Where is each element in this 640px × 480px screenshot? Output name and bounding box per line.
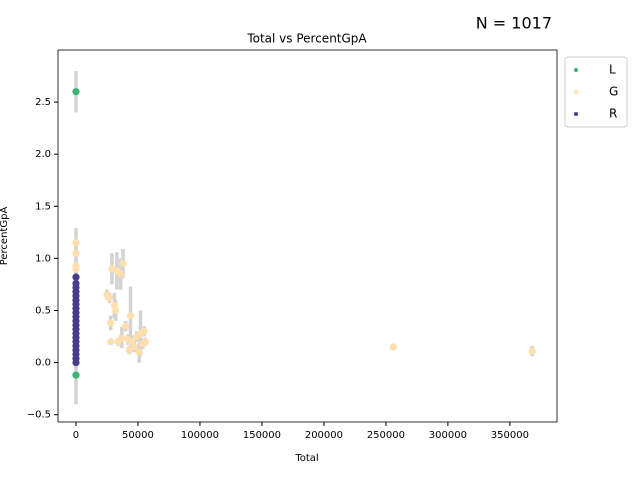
point xyxy=(72,249,80,257)
legend-label: R xyxy=(609,107,617,121)
point xyxy=(107,338,115,346)
legend-label: G xyxy=(609,85,618,99)
point xyxy=(121,322,130,330)
point xyxy=(141,338,150,346)
point xyxy=(119,260,127,268)
y-tick-label: 2.5 xyxy=(35,97,51,108)
point xyxy=(117,270,125,278)
point xyxy=(105,294,114,302)
legend-label: L xyxy=(609,63,616,77)
legend-marker xyxy=(574,112,578,116)
y-tick-label: 0.0 xyxy=(35,358,51,369)
x-tick-label: 200000 xyxy=(305,430,343,441)
y-axis-label: PercentGpA xyxy=(0,207,10,266)
y-tick-label: −0.5 xyxy=(27,410,51,421)
x-tick-label: 300000 xyxy=(429,430,467,441)
point xyxy=(72,88,80,96)
point xyxy=(130,343,138,351)
annotation: N = 1017 xyxy=(476,14,552,33)
point xyxy=(140,327,148,335)
chart-title: Total vs PercentGpA xyxy=(246,32,367,46)
y-tick-label: 0.5 xyxy=(35,306,51,317)
x-tick-label: 100000 xyxy=(181,430,219,441)
x-tick-label: 0 xyxy=(73,430,79,441)
legend-marker xyxy=(574,68,578,72)
y-tick-label: 1.5 xyxy=(35,201,51,212)
point xyxy=(118,333,126,342)
point xyxy=(107,319,115,327)
point xyxy=(72,371,80,379)
plot-frame xyxy=(57,49,558,423)
point xyxy=(72,239,80,247)
legend-marker xyxy=(574,90,578,94)
point xyxy=(135,348,143,356)
x-tick-label: 250000 xyxy=(367,430,405,441)
point xyxy=(528,347,536,355)
point xyxy=(72,273,80,281)
point xyxy=(126,312,135,320)
point xyxy=(389,343,397,351)
point xyxy=(72,265,80,273)
legend-box xyxy=(564,56,628,128)
y-tick-label: 2.0 xyxy=(35,149,51,160)
x-tick-label: 50000 xyxy=(122,430,154,441)
x-axis-label: Total xyxy=(294,453,318,464)
point xyxy=(112,306,120,315)
point xyxy=(72,279,80,288)
x-tick-label: 350000 xyxy=(491,430,529,441)
x-tick-label: 150000 xyxy=(243,430,281,441)
y-tick-label: 1.0 xyxy=(35,253,51,264)
